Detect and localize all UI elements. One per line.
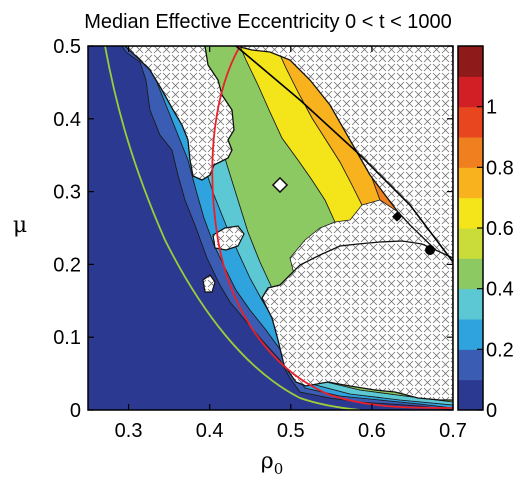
- colorbar-tick-label: 0.8: [486, 157, 514, 179]
- colorbar-ticks: 0 0.2 0.4 0.6 0.8 1: [477, 97, 514, 422]
- masked-spot-c: [271, 176, 289, 194]
- colorbar-swatch: [458, 379, 483, 411]
- black-marker: [425, 245, 435, 255]
- colorbar-swatch: [458, 167, 483, 199]
- colorbar-swatch: [458, 137, 483, 168]
- colorbar-tick-label: 0.2: [486, 339, 514, 361]
- y-axis: 0 0.1 0.2 0.3 0.4 0.5: [53, 36, 453, 422]
- colorbar-swatch: [458, 76, 483, 108]
- green-overlay-curve: [104, 46, 361, 410]
- colorbar-swatch: [458, 228, 483, 259]
- masked-region-spot-b: [202, 274, 216, 293]
- y-tick-label: 0.1: [53, 327, 81, 349]
- x-tick-label: 0.4: [196, 420, 224, 442]
- plot-frame: [87, 45, 454, 411]
- masked-region-lower-right: [261, 240, 453, 401]
- y-tick-label: 0.5: [53, 36, 81, 58]
- y-tick-label: 0.4: [53, 109, 81, 131]
- x-axis-label-subscript: 0: [274, 460, 284, 478]
- x-axis: 0.3 0.4 0.5 0.6 0.7: [115, 46, 467, 442]
- y-tick-label: 0.3: [53, 182, 81, 204]
- colorbar-tick-label: 1: [486, 97, 497, 119]
- colorbar-swatch: [458, 46, 483, 77]
- black-overlay-line: [235, 46, 453, 263]
- y-tick-label: 0.2: [53, 254, 81, 276]
- colorbar-swatch: [458, 288, 483, 320]
- colorbar: [458, 46, 483, 411]
- colorbar-swatch: [458, 258, 483, 290]
- colorbar-tick-label: 0: [486, 400, 497, 422]
- x-tick-label: 0.3: [115, 420, 143, 442]
- black-diamond: [392, 211, 402, 222]
- y-axis-label: μ: [13, 213, 27, 238]
- colorbar-swatch: [458, 319, 483, 350]
- colorbar-swatch: [458, 197, 483, 229]
- x-axis-label-main: ρ: [261, 449, 274, 474]
- colorbar-tick-label: 0.4: [486, 279, 514, 301]
- colorbar-tick-label: 0.6: [486, 218, 514, 240]
- colorbar-swatch: [458, 349, 483, 381]
- red-overlay-curve: [211, 46, 453, 409]
- x-tick-label: 0.6: [358, 420, 386, 442]
- chart-title: Median Effective Eccentricity 0 < t < 10…: [84, 11, 452, 33]
- x-tick-label: 0.7: [439, 420, 467, 442]
- plot-area: [88, 46, 453, 410]
- masked-region-spot-a: [212, 225, 245, 251]
- colorbar-swatch: [458, 106, 483, 138]
- y-tick-label: 0: [70, 400, 81, 422]
- x-axis-label: ρ0: [261, 449, 283, 478]
- x-tick-label: 0.5: [277, 420, 305, 442]
